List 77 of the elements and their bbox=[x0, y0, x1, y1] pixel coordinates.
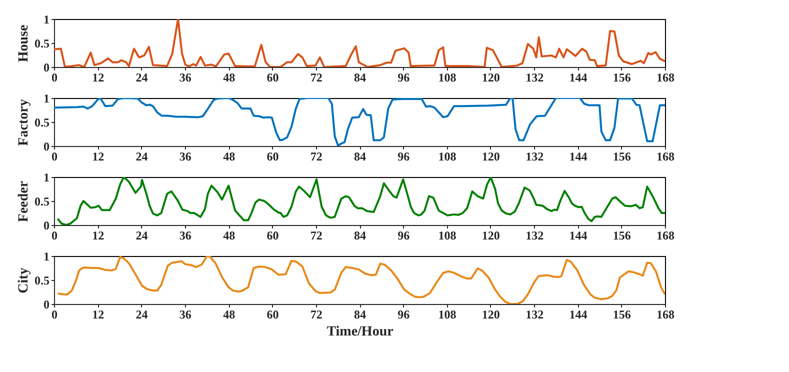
x-tick-label: 132 bbox=[526, 228, 544, 242]
y-axis-title: House bbox=[16, 24, 32, 62]
x-tick-label: 156 bbox=[612, 150, 631, 164]
x-tick-label: 168 bbox=[656, 70, 674, 84]
line-series bbox=[56, 256, 665, 304]
x-tick-label: 96 bbox=[398, 308, 410, 322]
x-tick-label: 96 bbox=[398, 150, 410, 164]
x-tick-label: 120 bbox=[482, 308, 500, 322]
x-tick-label: 144 bbox=[569, 308, 588, 322]
y-axis-title: Feeder bbox=[16, 180, 32, 222]
x-tick-label: 84 bbox=[354, 228, 366, 242]
x-tick-label: 12 bbox=[92, 70, 104, 84]
x-tick-label: 36 bbox=[179, 228, 192, 242]
y-tick-label: 0.5 bbox=[34, 116, 50, 130]
x-tick-label: 168 bbox=[656, 150, 674, 164]
x-tick-label: 144 bbox=[569, 150, 588, 164]
x-tick-label: 60 bbox=[266, 228, 279, 242]
x-tick-label: 36 bbox=[179, 150, 192, 164]
line-series bbox=[56, 177, 665, 225]
x-tick-label: 84 bbox=[354, 150, 366, 164]
x-tick-label: 120 bbox=[482, 228, 500, 242]
x-tick-label: 156 bbox=[612, 228, 631, 242]
y-axis-title: Factory bbox=[16, 99, 32, 146]
x-tick-label: 120 bbox=[482, 70, 500, 84]
x-tick-label: 96 bbox=[398, 70, 410, 84]
x-tick-label: 144 bbox=[569, 70, 588, 84]
x-tick-label: 108 bbox=[438, 70, 456, 84]
x-tick-label: 108 bbox=[438, 308, 456, 322]
x-axis-title: Time/Hour bbox=[326, 324, 394, 340]
line-series bbox=[54, 19, 665, 67]
line-series bbox=[54, 98, 665, 146]
x-tick-label: 72 bbox=[310, 308, 322, 322]
x-tick-label: 12 bbox=[92, 228, 104, 242]
x-tick-label: 24 bbox=[136, 70, 148, 84]
x-tick-label: 48 bbox=[223, 228, 236, 242]
x-tick-label: 168 bbox=[656, 228, 674, 242]
x-tick-label: 72 bbox=[310, 150, 322, 164]
y-tick-label: 0 bbox=[44, 298, 50, 312]
x-tick-label: 72 bbox=[310, 228, 322, 242]
x-tick-label: 24 bbox=[136, 150, 148, 164]
x-tick-label: 132 bbox=[526, 70, 544, 84]
x-tick-label: 84 bbox=[354, 308, 366, 322]
x-tick-label: 24 bbox=[136, 308, 148, 322]
x-tick-label: 12 bbox=[92, 308, 104, 322]
y-tick-label: 1 bbox=[44, 12, 50, 26]
x-tick-label: 24 bbox=[136, 228, 148, 242]
y-tick-label: 0.5 bbox=[34, 194, 50, 208]
x-tick-label: 144 bbox=[569, 228, 588, 242]
x-tick-label: 72 bbox=[310, 70, 322, 84]
x-tick-label: 120 bbox=[482, 150, 500, 164]
x-tick-label: 36 bbox=[179, 70, 192, 84]
x-tick-label: 36 bbox=[179, 308, 192, 322]
x-tick-label: 48 bbox=[223, 308, 236, 322]
x-tick-label: 132 bbox=[526, 308, 544, 322]
x-tick-label: 108 bbox=[438, 228, 456, 242]
y-tick-label: 0 bbox=[44, 140, 50, 154]
y-axis-title: City bbox=[16, 268, 32, 294]
x-tick-label: 96 bbox=[398, 228, 410, 242]
x-tick-label: 60 bbox=[266, 70, 279, 84]
x-tick-label: 108 bbox=[438, 150, 456, 164]
x-tick-label: 48 bbox=[223, 70, 236, 84]
x-tick-label: 156 bbox=[612, 70, 631, 84]
x-tick-label: 12 bbox=[92, 150, 104, 164]
y-tick-label: 1 bbox=[44, 170, 50, 184]
x-tick-label: 60 bbox=[266, 308, 279, 322]
y-tick-label: 1 bbox=[44, 250, 50, 264]
x-tick-label: 48 bbox=[223, 150, 236, 164]
x-tick-label: 156 bbox=[612, 308, 631, 322]
y-tick-label: 0 bbox=[44, 218, 50, 232]
x-tick-label: 168 bbox=[656, 308, 674, 322]
x-tick-label: 84 bbox=[354, 70, 366, 84]
y-tick-label: 0 bbox=[44, 60, 50, 74]
x-tick-label: 60 bbox=[266, 150, 279, 164]
y-tick-label: 1 bbox=[44, 92, 50, 106]
y-tick-label: 0.5 bbox=[34, 274, 50, 288]
x-tick-label: 132 bbox=[526, 150, 544, 164]
y-tick-label: 0.5 bbox=[34, 36, 50, 50]
